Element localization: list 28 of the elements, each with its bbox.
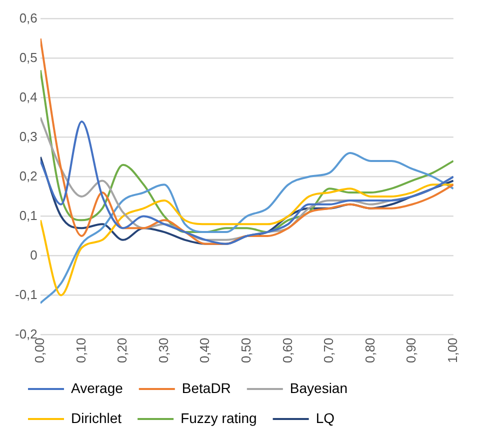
y-tick-label: 0 [30, 247, 38, 262]
legend-label: BetaDR [182, 380, 231, 396]
x-tick-label: 0,60 [280, 338, 295, 364]
x-tick-label: 0,10 [73, 338, 88, 364]
x-tick-label: 1,00 [444, 338, 460, 364]
legend-label: LQ [316, 410, 335, 426]
y-tick-label: 0,5 [19, 50, 38, 65]
y-tick-label: 0,1 [19, 208, 38, 223]
legend-label: Dirichlet [71, 410, 122, 426]
y-tick-label: 0,4 [19, 89, 38, 104]
legend-label: Bayesian [290, 380, 348, 396]
legend-label: Fuzzy rating [180, 410, 257, 426]
x-tick-label: 0,90 [404, 338, 419, 364]
x-tick-label: 0,40 [197, 338, 212, 364]
x-tick-label: 0,50 [238, 338, 254, 364]
x-tick-label: 0,80 [362, 338, 378, 364]
x-tick-label: 0,70 [321, 338, 336, 364]
y-tick-label: 0,3 [19, 128, 38, 144]
line-series [40, 38, 454, 245]
x-tick-label: 0,30 [156, 338, 171, 364]
line-series [40, 184, 454, 296]
x-tick-label: 0,20 [114, 338, 130, 364]
legend-label: Average [71, 380, 124, 396]
y-tick-label: 0,6 [19, 10, 38, 26]
y-tick-label: -0,1 [14, 286, 38, 302]
line-series [40, 152, 454, 304]
y-tick-label: 0,2 [19, 168, 38, 184]
line-series [40, 69, 454, 234]
